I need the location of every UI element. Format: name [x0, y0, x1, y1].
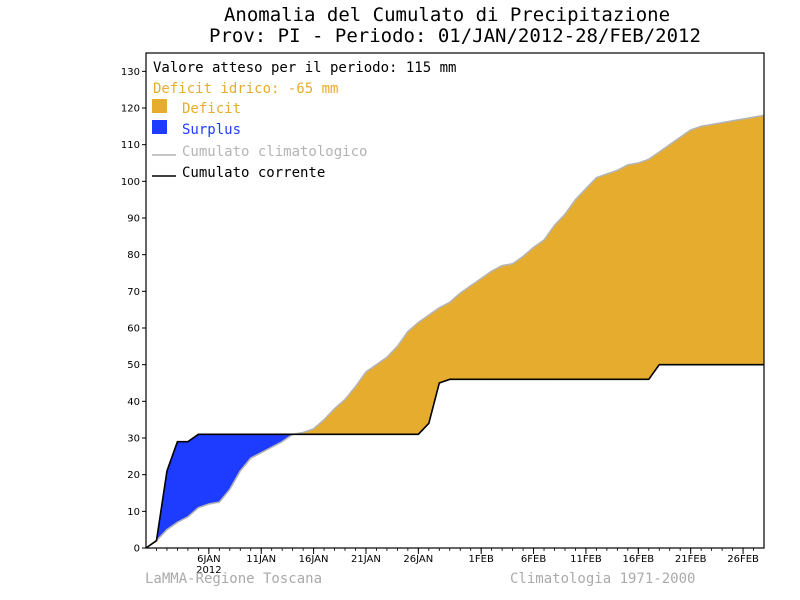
deficit-area: [679, 129, 691, 365]
surplus-area: [177, 441, 189, 523]
y-tick-label: 10: [127, 507, 140, 518]
deficit-area: [449, 292, 461, 380]
legend-surplus-swatch: [152, 120, 167, 134]
deficit-area: [700, 124, 712, 365]
x-tick-label: 6FEB: [521, 554, 546, 565]
deficit-area: [711, 122, 723, 365]
deficit-area: [690, 125, 702, 365]
legend-surplus-label: Surplus: [182, 122, 241, 138]
deficit-area: [397, 330, 409, 435]
deficit-area: [533, 239, 545, 380]
deficit-area: [669, 136, 681, 365]
x-tick-label: 1FEB: [469, 554, 494, 565]
legend-deficit-label: Deficit: [182, 101, 241, 117]
y-tick-label: 100: [121, 177, 140, 188]
deficit-area: [543, 224, 555, 380]
y-tick-label: 40: [127, 397, 140, 408]
legend-deficit-swatch: [152, 99, 167, 113]
deficit-area: [658, 144, 671, 365]
x-year-label: 2012: [196, 565, 221, 576]
deficit-area: [323, 407, 335, 435]
x-tick-label: 11JAN: [246, 554, 276, 565]
y-tick-label: 120: [121, 104, 140, 115]
legend-expected-value: Valore atteso per il periodo: 115 mm: [153, 60, 456, 76]
chart-title: Anomalia del Cumulato di Precipitazione: [224, 4, 670, 26]
footer-source: LaMMA-Regione Toscana: [145, 571, 322, 587]
legend-deficit-value: Deficit idrico: -65 mm: [153, 81, 338, 97]
deficit-area: [522, 246, 534, 380]
y-tick-label: 130: [121, 67, 140, 78]
x-tick-label: 21FEB: [675, 554, 707, 565]
x-tick-label: 21JAN: [351, 554, 381, 565]
deficit-area: [575, 187, 587, 380]
y-tick-label: 50: [127, 360, 140, 371]
surplus-area: [187, 433, 199, 518]
surplus-area: [198, 434, 210, 509]
deficit-area: [617, 164, 629, 380]
deficit-area: [470, 277, 482, 380]
deficit-area: [386, 345, 398, 435]
legend-climatological-label: Cumulato climatologico: [182, 144, 367, 160]
deficit-area: [742, 116, 754, 365]
y-tick-label: 30: [127, 434, 140, 445]
y-tick-label: 0: [134, 544, 140, 555]
x-tick-label: 11FEB: [570, 554, 602, 565]
climatological-cumulative-line: [145, 114, 765, 549]
deficit-area: [585, 176, 597, 380]
deficit-area: [512, 255, 524, 380]
deficit-area: [480, 270, 492, 380]
x-tick-label: 16FEB: [622, 554, 654, 565]
y-tick-label: 90: [127, 214, 140, 225]
deficit-area: [721, 120, 733, 365]
deficit-area: [564, 198, 576, 380]
deficit-area: [418, 314, 430, 436]
deficit-area: [491, 265, 503, 380]
deficit-area: [501, 263, 513, 380]
current-cumulative-line: [145, 363, 764, 549]
deficit-area: [638, 158, 650, 380]
y-tick-label: 80: [127, 250, 140, 261]
deficit-area: [753, 114, 765, 365]
deficit-area: [438, 301, 451, 384]
y-tick-label: 70: [127, 287, 140, 298]
deficit-area: [407, 321, 419, 435]
legend-current-label: Cumulato corrente: [182, 165, 325, 181]
plot-frame: [145, 52, 765, 549]
deficit-area: [365, 364, 377, 435]
deficit-area: [355, 371, 367, 435]
x-tick-label: 6JAN: [197, 554, 220, 565]
plot-area: 0 10 20 30 40 50 60 70 80 90 100 110 120 130 6JAN 11JAN…: [121, 52, 765, 576]
deficit-area: [606, 169, 618, 380]
surplus-area: [208, 434, 220, 505]
deficit-area: [459, 285, 472, 380]
y-tick-label: 60: [127, 324, 140, 335]
y-tick-label: 110: [121, 140, 140, 151]
deficit-area: [732, 118, 744, 365]
legend: Valore atteso per il periodo: 115 mm Def…: [152, 60, 456, 181]
chart-subtitle: Prov: PI - Periodo: 01/JAN/2012-28/FEB/2…: [209, 25, 701, 47]
deficit-area: [627, 162, 639, 380]
footer-climatology: Climatologia 1971-2000: [510, 571, 695, 587]
deficit-area: [376, 356, 388, 435]
deficit-area: [596, 173, 608, 380]
x-tick-label: 16JAN: [299, 554, 329, 565]
y-tick-label: 20: [127, 470, 140, 481]
x-tick-label: 26JAN: [403, 554, 433, 565]
deficit-area: [648, 151, 660, 381]
x-tick-label: 26FEB: [727, 554, 759, 565]
deficit-area: [554, 213, 566, 380]
